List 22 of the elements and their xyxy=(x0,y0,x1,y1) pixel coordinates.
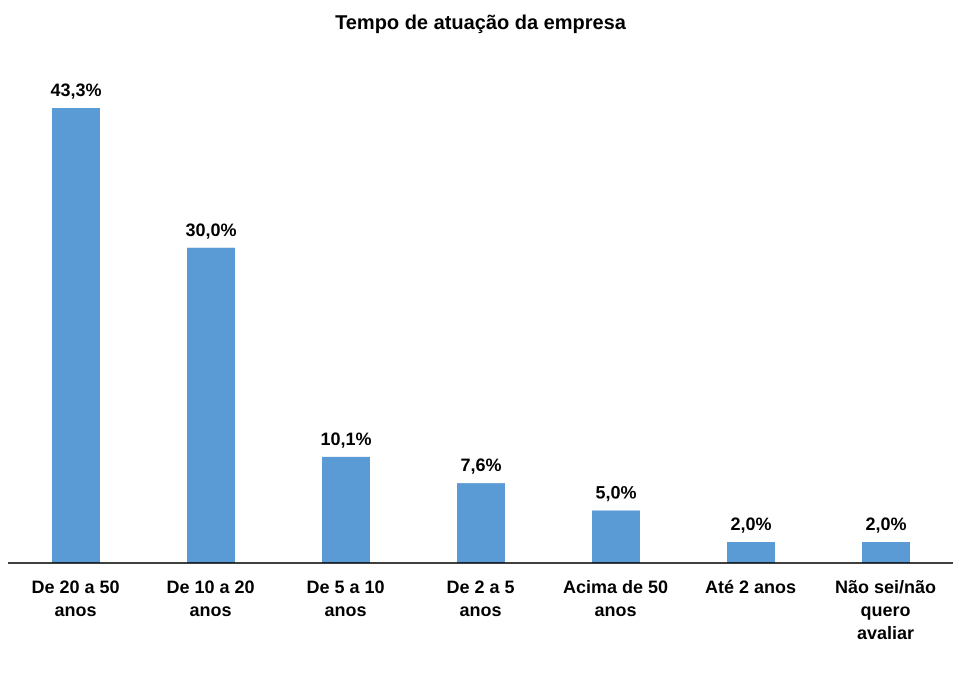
x-tick-label: Até 2 anos xyxy=(704,577,796,597)
bar xyxy=(727,542,775,563)
data-label: 2,0% xyxy=(730,514,772,534)
x-tick-label: De 5 a 10 anos xyxy=(306,577,385,620)
bar xyxy=(52,108,100,563)
x-tick-label: Acima de 50 anos xyxy=(562,577,668,620)
bar xyxy=(457,483,505,563)
data-label: 7,6% xyxy=(460,455,502,476)
data-label: 30,0% xyxy=(185,220,237,240)
data-label: 43,3% xyxy=(50,80,102,100)
bar xyxy=(592,510,640,563)
x-tick-label: De 10 a 20 anos xyxy=(166,577,255,620)
data-label: 10,1% xyxy=(320,428,372,449)
chart-title: Tempo de atuação da empresa xyxy=(334,11,627,36)
bar xyxy=(862,542,910,563)
x-tick-label: De 2 a 5 anos xyxy=(446,577,515,620)
bar xyxy=(322,456,370,563)
data-label: 5,0% xyxy=(595,482,637,502)
x-tick-label: De 20 a 50 anos xyxy=(31,577,120,620)
bar xyxy=(187,248,235,563)
x-tick-label: Não sei/não quero avaliar xyxy=(834,577,936,643)
data-label: 2,0% xyxy=(865,514,907,534)
